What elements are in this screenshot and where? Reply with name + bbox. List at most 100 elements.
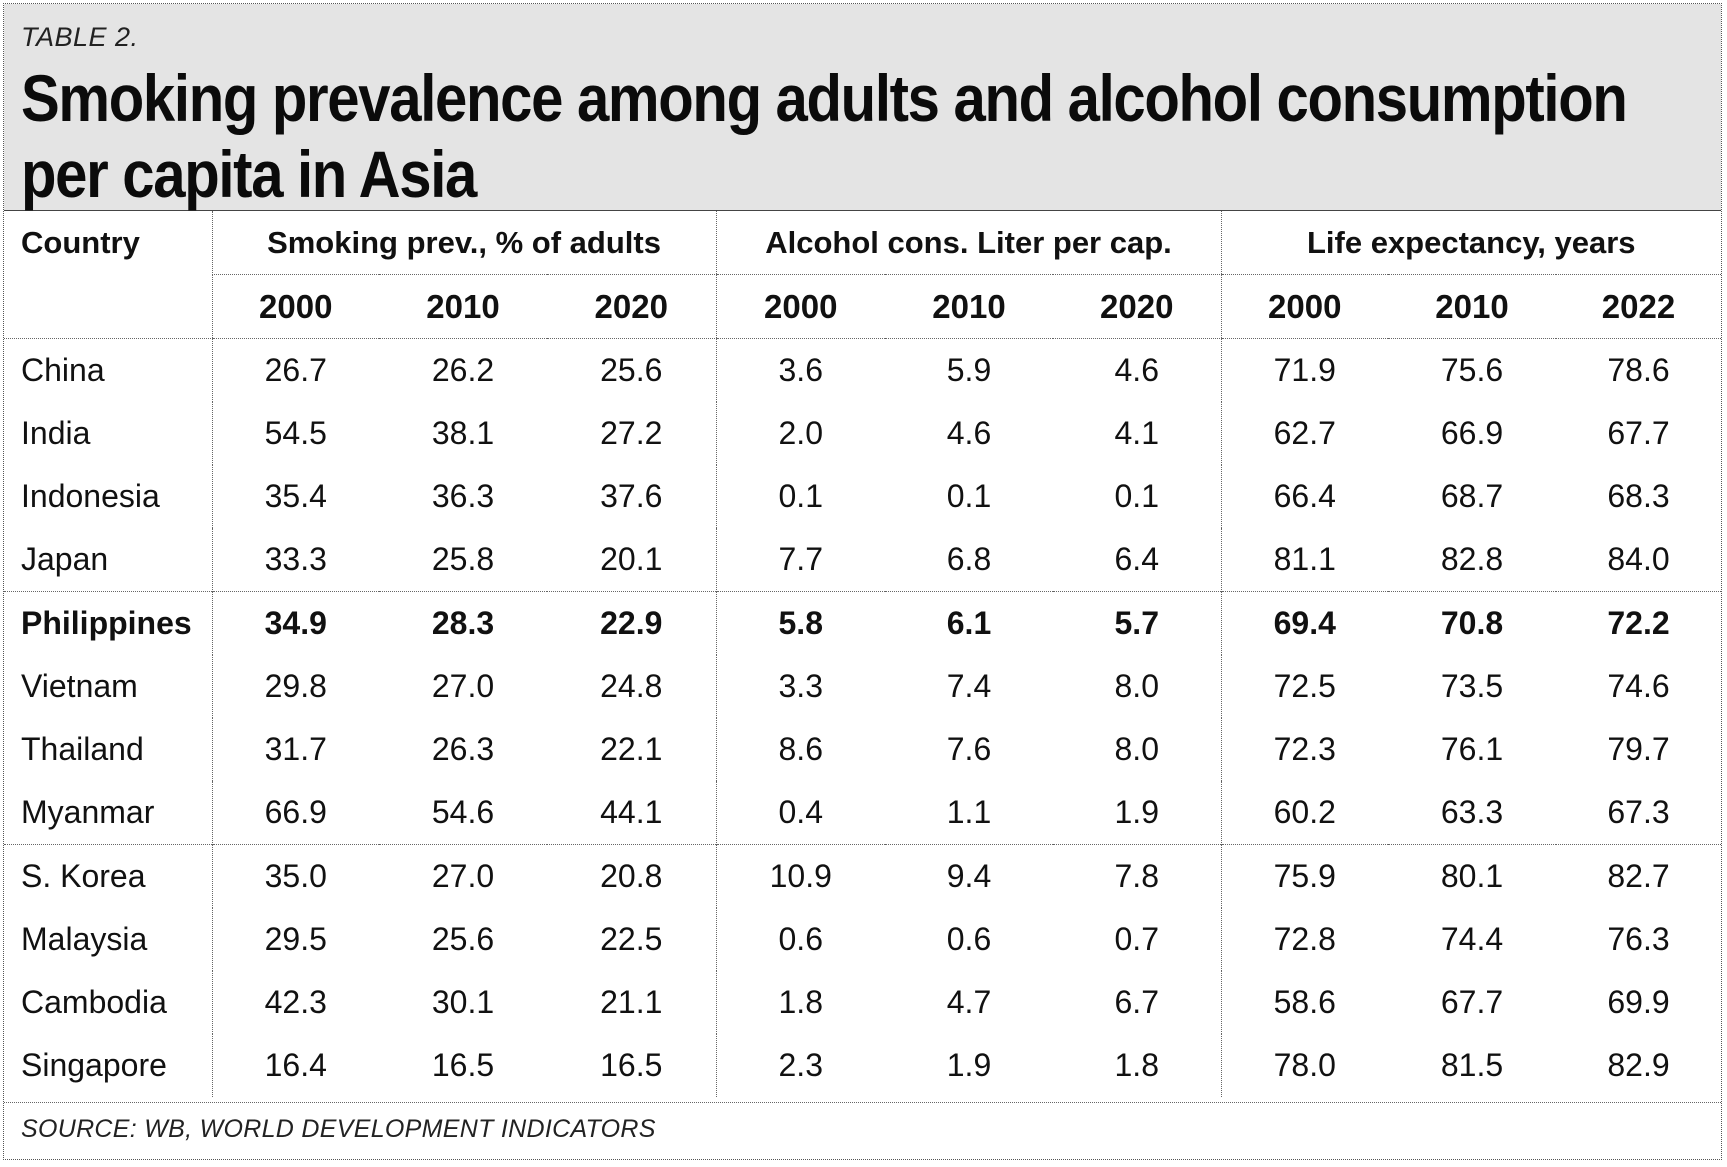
- country-cell: Singapore: [21, 1047, 167, 1083]
- country-cell: Cambodia: [21, 984, 167, 1020]
- value-cell: 25.6: [431, 921, 495, 957]
- value-cell: 22.1: [600, 731, 663, 767]
- value-cell: 8.0: [1114, 731, 1159, 767]
- value-cell: 54.6: [431, 794, 495, 830]
- value-cell: 0.1: [946, 478, 992, 514]
- table-row: Myanmar 66.9 54.6 44.1 0.4 1.1 1.9 60.2 63.3 67.3: [4, 781, 1721, 845]
- country-cell: Thailand: [21, 731, 144, 767]
- year-header: 2020: [1053, 274, 1221, 339]
- value-cell: 69.4: [1220, 591, 1388, 655]
- value-cell: 62.7: [1220, 402, 1388, 465]
- value-cell: 54.5: [211, 402, 379, 465]
- value-cell: 1.1: [946, 794, 992, 830]
- value-cell: 3.6: [715, 338, 885, 402]
- year-header: 2000: [1220, 274, 1388, 339]
- value-cell: 66.9: [1440, 415, 1504, 451]
- value-cell: 68.3: [1607, 478, 1670, 514]
- country-column-header: Country: [4, 211, 212, 339]
- table-body: China 26.7 26.2 25.6 3.6 5.9 4.6 71.9 75.6 78.6 In…: [4, 338, 1721, 1097]
- value-cell: 4.1: [1114, 415, 1159, 451]
- value-cell: 72.2: [1556, 591, 1721, 655]
- value-cell: 0.7: [1114, 921, 1159, 957]
- value-cell: 82.7: [1556, 844, 1721, 908]
- table-row: Vietnam 29.8 27.0 24.8 3.3 7.4 8.0 72.5 73.5 74.6: [4, 655, 1721, 718]
- value-cell: 6.1: [885, 591, 1053, 655]
- year-header: 2010: [379, 274, 547, 339]
- group-header-smoking: Smoking prev., % of adults: [211, 211, 716, 275]
- value-cell: 44.1: [600, 794, 663, 830]
- value-cell: 22.5: [600, 921, 663, 957]
- data-table: Country Smoking prev., % of adults Alcoh…: [4, 211, 1721, 1097]
- value-cell: 78.6: [1607, 352, 1670, 388]
- value-cell: 67.3: [1607, 794, 1670, 830]
- value-cell: 70.8: [1388, 591, 1556, 655]
- year-header-row: 2000 2010 2020 2000 2010 2020 2000 2010 …: [4, 274, 1721, 339]
- value-cell: 36.3: [431, 478, 495, 514]
- table-row: China 26.7 26.2 25.6 3.6 5.9 4.6 71.9 75.6 78.6: [4, 338, 1721, 402]
- value-cell: 7.6: [946, 731, 992, 767]
- value-cell: 75.9: [1220, 844, 1388, 908]
- year-header: 2010: [885, 274, 1053, 339]
- value-cell: 81.5: [1440, 1047, 1504, 1083]
- value-cell: 21.1: [600, 984, 663, 1020]
- value-cell: 16.4: [211, 1034, 379, 1097]
- country-cell: China: [21, 352, 105, 388]
- value-cell: 2.0: [715, 402, 885, 465]
- value-cell: 0.4: [715, 781, 885, 845]
- value-cell: 33.3: [211, 528, 379, 592]
- year-header: 2000: [715, 274, 885, 339]
- value-cell: 78.0: [1220, 1034, 1388, 1097]
- table-row: Philippines 34.9 28.3 22.9 5.8 6.1 5.7 69.4 70.8…: [4, 591, 1721, 655]
- table-row: S. Korea 35.0 27.0 20.8 10.9 9.4 7.8 75.9 80.1 82…: [4, 844, 1721, 908]
- value-cell: 0.1: [715, 465, 885, 528]
- value-cell: 26.3: [431, 731, 495, 767]
- value-cell: 25.8: [431, 541, 495, 577]
- value-cell: 74.6: [1607, 668, 1670, 704]
- value-cell: 1.8: [715, 971, 885, 1034]
- group-header-life-expectancy: Life expectancy, years: [1220, 211, 1721, 275]
- value-cell: 4.6: [946, 415, 992, 451]
- value-cell: 72.5: [1220, 655, 1388, 718]
- value-cell: 79.7: [1607, 731, 1670, 767]
- value-cell: 1.8: [1114, 1047, 1159, 1083]
- value-cell: 31.7: [211, 718, 379, 781]
- value-cell: 0.1: [1114, 478, 1159, 514]
- value-cell: 60.2: [1220, 781, 1388, 845]
- value-cell: 22.9: [547, 591, 716, 655]
- value-cell: 20.8: [547, 844, 716, 908]
- value-cell: 67.7: [1607, 415, 1670, 451]
- table-row: Cambodia 42.3 30.1 21.1 1.8 4.7 6.7 58.6 67.7 69.…: [4, 971, 1721, 1034]
- value-cell: 30.1: [431, 984, 495, 1020]
- value-cell: 5.7: [1053, 591, 1221, 655]
- value-cell: 7.7: [715, 528, 885, 592]
- value-cell: 9.4: [885, 844, 1053, 908]
- value-cell: 5.9: [946, 352, 992, 388]
- value-cell: 0.6: [946, 921, 992, 957]
- value-cell: 16.5: [431, 1047, 495, 1083]
- value-cell: 76.3: [1607, 921, 1670, 957]
- value-cell: 26.7: [211, 338, 379, 402]
- value-cell: 75.6: [1440, 352, 1504, 388]
- value-cell: 26.2: [431, 352, 495, 388]
- table-label: TABLE 2.: [21, 22, 139, 52]
- value-cell: 74.4: [1440, 921, 1504, 957]
- value-cell: 8.6: [715, 718, 885, 781]
- value-cell: 63.3: [1440, 794, 1504, 830]
- table-header: TABLE 2. Smoking prevalence among adults…: [4, 4, 1721, 211]
- value-cell: 82.9: [1607, 1047, 1670, 1083]
- value-cell: 24.8: [600, 668, 663, 704]
- value-cell: 80.1: [1388, 844, 1556, 908]
- value-cell: 5.8: [715, 591, 885, 655]
- value-cell: 72.8: [1220, 908, 1388, 971]
- value-cell: 28.3: [379, 591, 547, 655]
- value-cell: 7.4: [946, 668, 992, 704]
- table-row: India 54.5 38.1 27.2 2.0 4.6 4.1 62.7 66.9 67.7: [4, 402, 1721, 465]
- value-cell: 27.2: [600, 415, 663, 451]
- table-row: Japan 33.3 25.8 20.1 7.7 6.8 6.4 81.1 82.8 84.0: [4, 528, 1721, 592]
- value-cell: 66.4: [1220, 465, 1388, 528]
- value-cell: 27.0: [379, 844, 547, 908]
- value-cell: 3.3: [715, 655, 885, 718]
- value-cell: 37.6: [600, 478, 663, 514]
- table-title: Smoking prevalence among adults and alco…: [21, 61, 1628, 211]
- country-cell: Japan: [21, 541, 109, 577]
